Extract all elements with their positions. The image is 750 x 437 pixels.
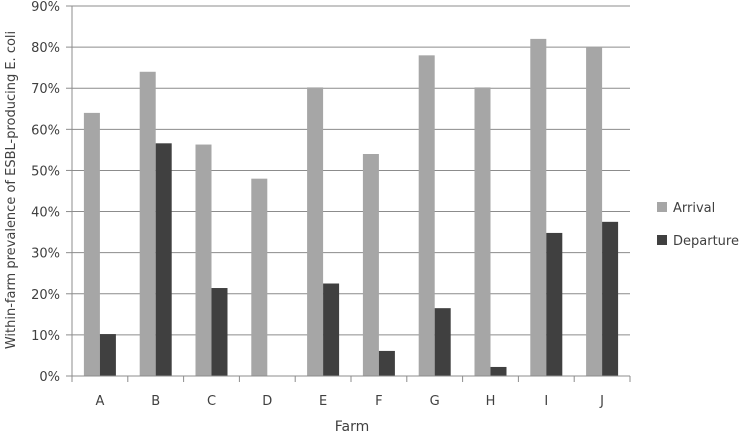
bars [83, 38, 619, 377]
bar-departure-e [323, 283, 340, 376]
y-tick-label: 10% [31, 329, 60, 344]
y-tick-label: 30% [31, 247, 60, 262]
x-tick-label: H [486, 394, 496, 409]
bar-arrival-f [362, 154, 379, 376]
bar-arrival-c [195, 144, 212, 376]
legend-swatch-departure [657, 235, 667, 245]
bar-departure-g [434, 308, 451, 376]
bar-departure-i [546, 232, 563, 376]
legend-label-departure: Departure [673, 234, 739, 249]
bar-arrival-e [307, 87, 324, 377]
bar-arrival-b [139, 71, 156, 377]
y-axis-ticks: 0% 10% 20% 30% 40% 50% 60% 70% 80% 90% [31, 0, 60, 385]
x-tick-label: B [151, 394, 160, 409]
y-tick-label: 60% [31, 123, 60, 138]
bar-arrival-a [83, 112, 100, 376]
x-tick-label: G [430, 394, 440, 409]
legend: Arrival Departure [657, 201, 739, 249]
legend-label-arrival: Arrival [673, 201, 715, 216]
x-tick-label: I [544, 394, 548, 409]
bar-arrival-i [530, 38, 547, 377]
x-axis-ticks: A B C D E F G H I J [95, 394, 604, 409]
bar-arrival-h [474, 87, 491, 377]
legend-swatch-arrival [657, 202, 667, 212]
bar-departure-h [490, 366, 507, 376]
y-tick-label: 0% [39, 370, 60, 385]
bar-arrival-j [586, 47, 603, 376]
x-tick-label: E [319, 394, 327, 409]
y-axis-label: Within-farm prevalence of ESBL-producing… [4, 31, 19, 349]
y-tick-label: 80% [31, 41, 60, 56]
y-tick-label: 50% [31, 164, 60, 179]
x-tick-label: A [95, 394, 104, 409]
y-tick-label: 90% [31, 0, 60, 15]
bar-departure-c [211, 288, 228, 376]
bar-departure-j [602, 221, 619, 376]
x-tick-label: F [375, 394, 382, 409]
x-tick-label: J [599, 394, 604, 409]
x-tick-label: D [262, 394, 272, 409]
x-tick-label: C [207, 394, 216, 409]
axes [66, 5, 631, 382]
bar-arrival-g [418, 55, 435, 376]
bar-departure-b [155, 143, 172, 376]
bar-departure-f [378, 350, 395, 376]
y-tick-label: 20% [31, 288, 60, 303]
x-axis-label: Farm [335, 419, 370, 433]
bar-arrival-d [251, 178, 268, 376]
y-tick-label: 70% [31, 82, 60, 97]
y-tick-label: 40% [31, 206, 60, 221]
bar-departure-a [99, 334, 116, 376]
